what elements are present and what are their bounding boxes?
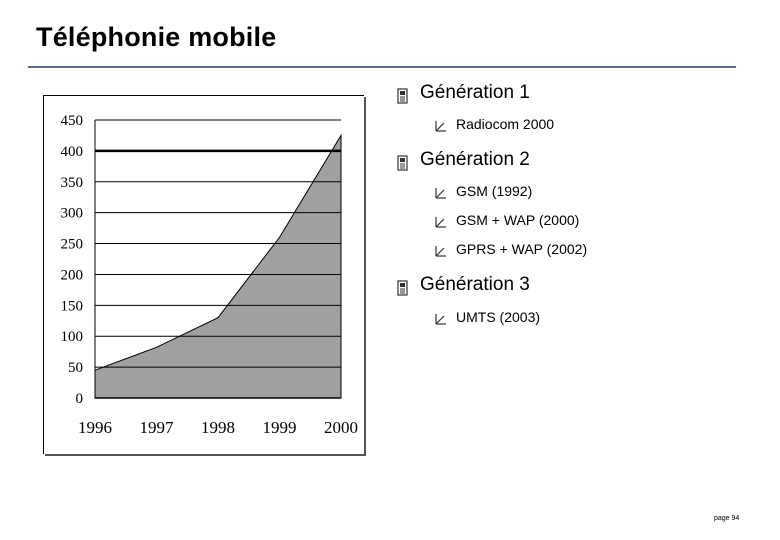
y-tick-label: 350	[61, 175, 84, 191]
bullet-level1-label: Génération 2	[420, 149, 530, 170]
y-tick-label: 250	[61, 237, 84, 253]
y-tick-label: 100	[61, 329, 84, 345]
phone-bullet-icon	[395, 155, 411, 171]
y-tick-label: 0	[76, 391, 84, 407]
bullet-level2-label: UMTS (2003)	[456, 309, 541, 325]
check-bullet-icon	[435, 312, 447, 325]
y-tick-label: 50	[68, 360, 83, 376]
x-tick-label: 1997	[140, 418, 175, 437]
bullet-level1-label: Génération 3	[420, 274, 530, 295]
check-bullet-icon	[435, 186, 447, 199]
x-tick-label: 1999	[263, 418, 297, 437]
y-tick-label: 400	[61, 144, 84, 160]
chart-svg: 0 50 100 150 200 250 300 350 400 450 1996 1997 1998 1…	[61, 113, 359, 437]
bullet-level2-label: GSM + WAP (2000)	[456, 212, 580, 228]
bullet-level1-label: Génération 1	[420, 82, 530, 103]
area-chart: 0 50 100 150 200 250 300 350 400 450 1996 1997 1998 1…	[43, 95, 364, 454]
bullet-level2-label: GSM (1992)	[456, 183, 533, 199]
bullet-level2-label: GPRS + WAP (2002)	[456, 241, 588, 257]
y-tick-label: 150	[61, 298, 84, 314]
slide-title: Téléphonie mobile	[36, 22, 277, 52]
y-tick-label: 450	[61, 113, 84, 129]
phone-bullet-icon	[395, 280, 411, 296]
y-tick-label: 200	[61, 267, 84, 283]
x-tick-label: 1996	[78, 418, 112, 437]
y-tick-label: 300	[61, 206, 84, 222]
check-bullet-icon	[435, 119, 447, 132]
x-tick-label: 1998	[201, 418, 235, 437]
check-bullet-icon	[435, 215, 447, 228]
area-series	[94, 133, 342, 399]
x-tick-label: 2000	[324, 418, 358, 437]
bullet-level2-label: Radiocom 2000	[456, 116, 555, 132]
page-number: page 94	[714, 515, 740, 522]
phone-bullet-icon	[395, 88, 411, 104]
check-bullet-icon	[435, 244, 447, 257]
title-divider	[28, 66, 736, 68]
